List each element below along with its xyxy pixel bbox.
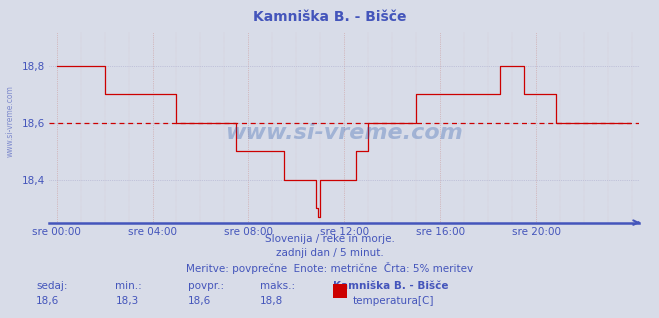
- Text: 18,3: 18,3: [115, 296, 138, 306]
- Text: Meritve: povprečne  Enote: metrične  Črta: 5% meritev: Meritve: povprečne Enote: metrične Črta:…: [186, 262, 473, 274]
- Text: Kamniška B. - Bišče: Kamniška B. - Bišče: [253, 10, 406, 24]
- Text: 18,6: 18,6: [188, 296, 211, 306]
- Text: 18,6: 18,6: [36, 296, 59, 306]
- Text: www.si-vreme.com: www.si-vreme.com: [225, 123, 463, 143]
- Text: 18,8: 18,8: [260, 296, 283, 306]
- Text: Kamniška B. - Bišče: Kamniška B. - Bišče: [333, 281, 448, 291]
- Text: povpr.:: povpr.:: [188, 281, 224, 291]
- Text: zadnji dan / 5 minut.: zadnji dan / 5 minut.: [275, 248, 384, 258]
- Text: Slovenija / reke in morje.: Slovenija / reke in morje.: [264, 234, 395, 244]
- Text: temperatura[C]: temperatura[C]: [353, 296, 434, 306]
- Text: www.si-vreme.com: www.si-vreme.com: [5, 85, 14, 157]
- Text: maks.:: maks.:: [260, 281, 295, 291]
- Text: sedaj:: sedaj:: [36, 281, 68, 291]
- Text: min.:: min.:: [115, 281, 142, 291]
